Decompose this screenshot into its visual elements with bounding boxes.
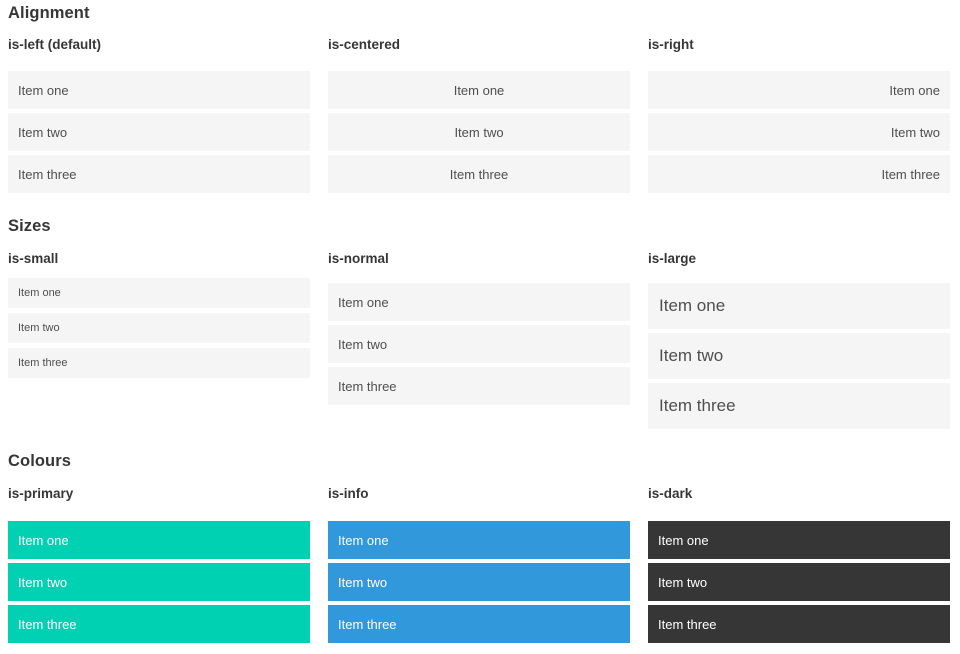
- subtitle-is-primary: is-primary: [8, 486, 74, 501]
- list-item[interactable]: Item one: [328, 283, 630, 321]
- section-title-alignment: Alignment: [8, 4, 90, 22]
- alignment-subtitles-row: is-left (default) is-centered is-right: [8, 36, 950, 54]
- list-item[interactable]: Item three: [8, 605, 310, 643]
- section-alignment: Alignment is-left (default) is-centered …: [8, 3, 950, 197]
- list-item[interactable]: Item one: [648, 283, 950, 329]
- alignment-lists-row: Item one Item two Item three Item one It…: [8, 71, 950, 197]
- subtitle-is-centered: is-centered: [328, 37, 401, 52]
- section-colours: Colours is-primary is-info is-dark Item …: [8, 451, 950, 647]
- colours-subtitles-row: is-primary is-info is-dark: [8, 485, 950, 503]
- colours-lists-row: Item one Item two Item three Item one It…: [8, 521, 950, 647]
- list-item[interactable]: Item one: [8, 521, 310, 559]
- list-item[interactable]: Item one: [328, 71, 630, 109]
- section-title-sizes: Sizes: [8, 217, 51, 235]
- list-is-normal: Item one Item two Item three: [328, 283, 630, 433]
- list-item[interactable]: Item three: [8, 155, 310, 193]
- sizes-lists-row: Item one Item two Item three Item one It…: [8, 278, 950, 433]
- section-title-colours: Colours: [8, 452, 72, 470]
- list-is-right: Item one Item two Item three: [648, 71, 950, 197]
- list-item[interactable]: Item one: [8, 71, 310, 109]
- list-is-centered: Item one Item two Item three: [328, 71, 630, 197]
- list-item[interactable]: Item three: [648, 605, 950, 643]
- list-is-info: Item one Item two Item three: [328, 521, 630, 647]
- list-item[interactable]: Item two: [648, 563, 950, 601]
- list-item[interactable]: Item three: [328, 605, 630, 643]
- subtitle-is-large: is-large: [648, 251, 697, 266]
- subtitle-is-right: is-right: [648, 37, 694, 52]
- list-item[interactable]: Item one: [328, 521, 630, 559]
- list-item[interactable]: Item three: [648, 155, 950, 193]
- list-is-small: Item one Item two Item three: [8, 278, 310, 433]
- list-is-primary: Item one Item two Item three: [8, 521, 310, 647]
- list-item[interactable]: Item three: [328, 155, 630, 193]
- list-item[interactable]: Item three: [8, 348, 310, 378]
- list-item[interactable]: Item two: [8, 113, 310, 151]
- list-item[interactable]: Item one: [648, 71, 950, 109]
- subtitle-is-info: is-info: [328, 486, 369, 501]
- subtitle-is-left: is-left (default): [8, 37, 101, 52]
- list-item[interactable]: Item two: [648, 113, 950, 151]
- subtitle-is-normal: is-normal: [328, 251, 389, 266]
- list-is-large: Item one Item two Item three: [648, 283, 950, 433]
- list-item[interactable]: Item two: [328, 563, 630, 601]
- list-item[interactable]: Item two: [8, 563, 310, 601]
- list-item[interactable]: Item three: [648, 383, 950, 429]
- list-is-left: Item one Item two Item three: [8, 71, 310, 197]
- list-item[interactable]: Item two: [648, 333, 950, 379]
- section-sizes: Sizes is-small is-normal is-large Item o…: [8, 216, 950, 433]
- sizes-subtitles-row: is-small is-normal is-large: [8, 250, 950, 268]
- list-is-dark: Item one Item two Item three: [648, 521, 950, 647]
- list-item[interactable]: Item two: [8, 313, 310, 343]
- list-item[interactable]: Item two: [328, 113, 630, 151]
- list-item[interactable]: Item three: [328, 367, 630, 405]
- list-item[interactable]: Item one: [8, 278, 310, 308]
- list-item[interactable]: Item two: [328, 325, 630, 363]
- subtitle-is-small: is-small: [8, 251, 59, 266]
- subtitle-is-dark: is-dark: [648, 486, 693, 501]
- list-item[interactable]: Item one: [648, 521, 950, 559]
